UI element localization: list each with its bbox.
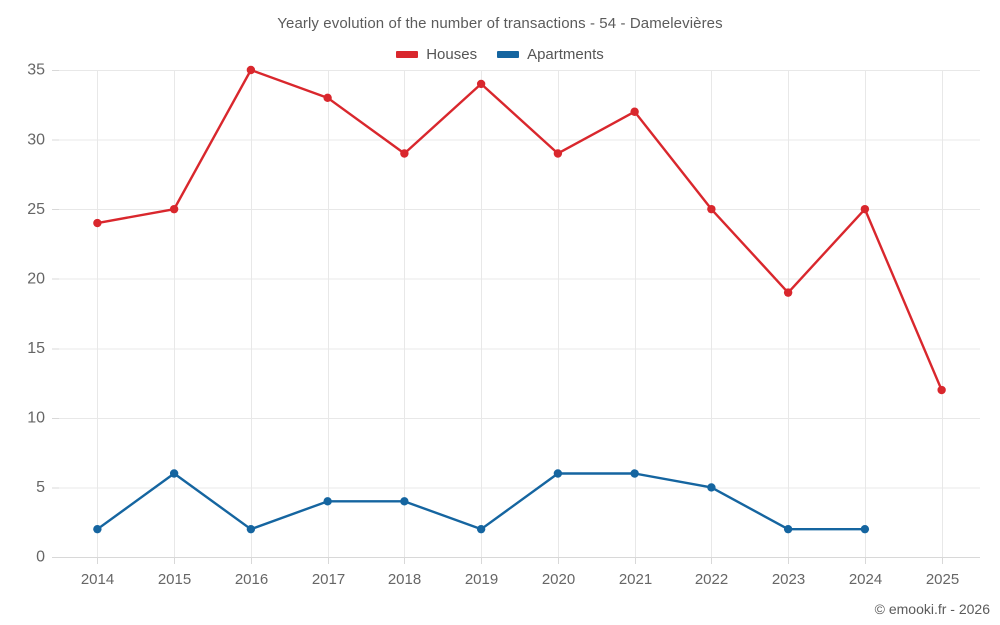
data-point-marker[interactable]	[246, 524, 256, 534]
data-point-marker[interactable]	[400, 497, 409, 506]
data-point-marker[interactable]	[553, 149, 563, 158]
y-axis-tick-label: 20	[27, 270, 45, 287]
x-axis-tick-label: 2021	[619, 571, 652, 588]
x-axis-tick-label: 2018	[388, 571, 421, 588]
chart-title: Yearly evolution of the number of transa…	[277, 15, 723, 32]
data-point-marker[interactable]	[323, 497, 332, 506]
x-axis-tick-label: 2025	[926, 571, 959, 588]
legend-swatch-icon	[497, 51, 520, 58]
data-point-marker[interactable]	[93, 218, 102, 228]
data-point-marker[interactable]	[937, 385, 946, 395]
legend-item-apartments[interactable]: Apartments	[497, 46, 604, 63]
data-point-marker[interactable]	[476, 79, 486, 89]
series-line-houses	[96, 68, 943, 392]
data-point-marker[interactable]	[400, 149, 409, 158]
y-axis-tick-label: 35	[27, 62, 45, 79]
data-point-marker[interactable]	[476, 524, 486, 534]
y-axis-tick-label: 5	[36, 479, 45, 496]
legend-swatch-icon	[396, 51, 419, 58]
data-point-marker[interactable]	[783, 524, 793, 534]
data-point-marker[interactable]	[707, 483, 716, 492]
x-axis-tick-label: 2022	[695, 571, 728, 588]
legend-label: Houses	[426, 46, 478, 63]
data-point-marker[interactable]	[860, 524, 870, 534]
x-axis-tick-label: 2017	[312, 571, 345, 588]
legend-item-houses[interactable]: Houses	[396, 46, 477, 63]
x-axis-tick-label: 2014	[81, 571, 114, 588]
x-axis-tick-label: 2019	[465, 571, 498, 588]
y-axis-tick-label: 30	[27, 131, 45, 148]
x-axis-tick-label: 2024	[849, 571, 882, 588]
y-axis-tick-label: 0	[36, 549, 45, 566]
legend-label: Apartments	[527, 46, 604, 63]
data-point-marker[interactable]	[246, 65, 256, 75]
data-point-marker[interactable]	[169, 469, 179, 478]
data-point-marker[interactable]	[707, 204, 716, 214]
y-axis-tick-label: 15	[27, 340, 45, 357]
x-axis-tick-label: 2016	[235, 571, 268, 588]
x-axis-tick-label: 2023	[772, 571, 805, 588]
footer-credit: © emooki.fr - 2026	[874, 601, 990, 617]
data-point-marker[interactable]	[323, 93, 332, 103]
data-point-marker[interactable]	[553, 469, 563, 478]
x-axis-tick-labels: 2014 2015 2016 2017 2018 2019 2020 2021 2022 2023…	[81, 571, 959, 588]
y-axis-tick-label: 10	[27, 410, 45, 427]
y-axis-tick-label: 25	[27, 201, 45, 218]
data-series	[93, 65, 946, 534]
chart-legend: Houses Apartments	[0, 46, 1000, 63]
data-point-marker[interactable]	[630, 107, 639, 116]
data-point-marker[interactable]	[630, 469, 639, 478]
y-axis-tick-labels: 0 5 10 15 20 25 30 35	[27, 62, 45, 566]
x-axis-tick-label: 2015	[158, 571, 191, 588]
data-point-marker[interactable]	[783, 288, 793, 297]
data-point-marker[interactable]	[169, 204, 179, 214]
grid-lines	[52, 70, 980, 564]
data-point-marker[interactable]	[860, 204, 870, 214]
x-axis-tick-label: 2020	[542, 571, 575, 588]
data-point-marker[interactable]	[93, 524, 102, 534]
